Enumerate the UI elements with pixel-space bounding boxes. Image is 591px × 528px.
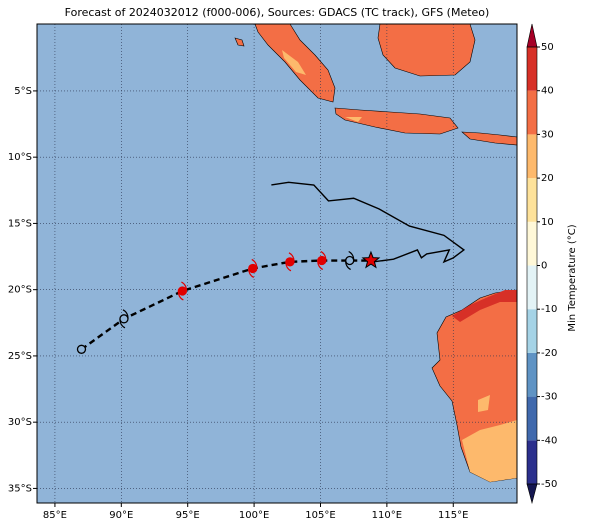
land — [334, 107, 459, 135]
land-warm — [282, 50, 306, 75]
y-tick-label: 5°S — [14, 86, 32, 97]
colorbar-tick-label: 20 — [541, 173, 554, 184]
colorbar-tick-label: 40 — [541, 86, 554, 97]
colorbar-bin — [527, 265, 537, 310]
colorbar-bin — [527, 47, 537, 91]
colorbar-tick-label: -50 — [541, 479, 557, 490]
map — [37, 23, 518, 503]
x-tick-label: 100°E — [239, 510, 269, 521]
colorbar-tick-label: -30 — [541, 392, 557, 403]
forecast-point — [76, 344, 87, 354]
x-tick-label: 85°E — [43, 510, 67, 521]
y-tick-label: 20°S — [8, 285, 32, 296]
colorbar-bin — [527, 134, 537, 179]
x-tick-label: 115°E — [438, 510, 468, 521]
land — [377, 23, 476, 77]
x-tick-label: 95°E — [176, 510, 200, 521]
x-tick-label: 105°E — [305, 510, 335, 521]
forecast-point — [248, 263, 258, 274]
colorbar-bin — [527, 90, 537, 135]
current-position — [361, 250, 381, 269]
y-tick-label: 30°S — [8, 417, 32, 428]
colorbar-bin — [527, 440, 537, 484]
colorbar-bin — [527, 178, 537, 222]
forecast-point — [285, 257, 295, 267]
title: Forecast of 2024032012 (f000-006), Sourc… — [65, 6, 490, 19]
colorbar-extend — [526, 23, 538, 48]
land-hot — [452, 290, 517, 322]
observed-track — [271, 181, 466, 264]
x-tick-label: 110°E — [372, 510, 402, 521]
colorbar-bin — [527, 352, 537, 397]
land — [234, 37, 245, 47]
colorbar-tick-label: 30 — [541, 129, 554, 140]
colorbar-bin — [527, 309, 537, 353]
map-frame — [36, 23, 518, 504]
land-warm — [345, 117, 362, 122]
y-tick-label: 35°S — [8, 483, 32, 494]
colorbar-bin — [527, 396, 537, 441]
y-tick-label: 10°S — [8, 152, 32, 163]
colorbar-tick-label: -10 — [541, 304, 557, 315]
forecast-point — [317, 255, 327, 266]
y-tick-label: 25°S — [8, 351, 32, 362]
colorbar-tick-label: -40 — [541, 435, 557, 446]
land-warm — [462, 420, 517, 482]
x-tick-label: 90°E — [109, 510, 133, 521]
forecast-point — [177, 286, 188, 296]
colorbar-tick-label: 50 — [541, 42, 554, 53]
y-tick-label: 15°S — [8, 218, 32, 229]
colorbar-label: Min Temperature (°C) — [567, 224, 578, 331]
colorbar-tick-label: 10 — [541, 217, 554, 228]
colorbar-tick-label: -20 — [541, 348, 557, 359]
forecast-point — [345, 255, 355, 266]
colorbar-tick-label: 0 — [541, 261, 547, 272]
colorbar-bin — [527, 221, 537, 266]
colorbar-extend — [526, 483, 538, 505]
forecast-point — [119, 314, 129, 324]
land-warm — [478, 395, 490, 412]
